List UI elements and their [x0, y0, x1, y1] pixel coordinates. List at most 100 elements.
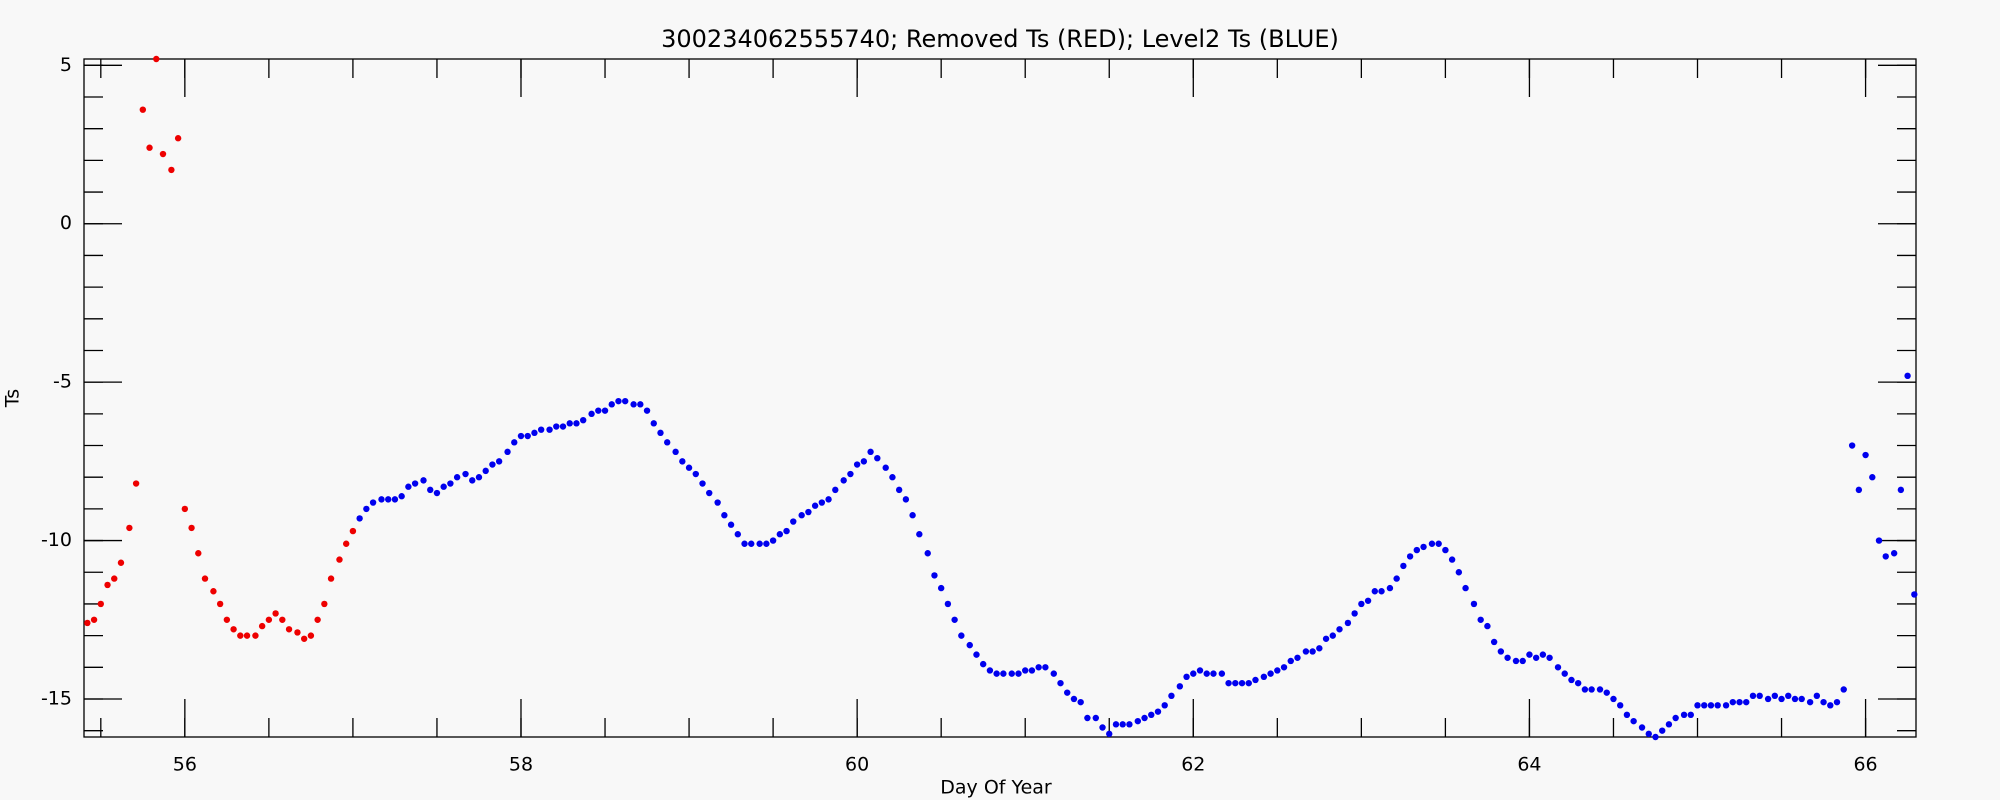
point — [1623, 711, 1631, 719]
point — [1050, 670, 1057, 677]
point — [285, 626, 293, 633]
point — [495, 458, 503, 465]
point — [756, 540, 763, 547]
point — [411, 480, 419, 487]
point — [181, 505, 189, 513]
point — [243, 632, 251, 639]
point — [201, 575, 209, 582]
point — [748, 540, 755, 547]
point — [1134, 717, 1142, 725]
point — [195, 550, 202, 557]
point — [1161, 702, 1168, 709]
point — [223, 616, 231, 623]
point — [601, 407, 609, 414]
point — [1764, 695, 1772, 703]
point — [1435, 540, 1442, 547]
point — [1183, 673, 1190, 681]
point — [1126, 721, 1133, 728]
point — [321, 600, 328, 608]
point — [1400, 562, 1407, 570]
point — [252, 632, 259, 639]
point — [1532, 654, 1540, 661]
point — [469, 477, 476, 484]
point — [1813, 692, 1821, 700]
x-tick-label: 62 — [1181, 754, 1205, 776]
point — [405, 483, 412, 490]
point — [811, 502, 819, 509]
point — [1238, 679, 1246, 687]
point — [1512, 657, 1520, 665]
point — [398, 493, 405, 500]
point — [1470, 600, 1478, 608]
point — [1225, 679, 1232, 687]
point — [1855, 486, 1863, 494]
y-tick-label: 5 — [60, 54, 72, 76]
plot-frame — [83, 58, 1917, 738]
point — [237, 632, 244, 639]
point — [524, 432, 531, 440]
point — [621, 397, 629, 405]
point — [595, 407, 602, 414]
point — [672, 448, 679, 456]
x-tick-label: 56 — [173, 754, 197, 776]
point — [973, 651, 980, 658]
point — [462, 470, 469, 478]
point — [363, 505, 370, 513]
point — [1260, 673, 1268, 681]
y-axis-label: Ts — [2, 389, 24, 408]
y-tick-label: -15 — [41, 687, 72, 709]
point — [1722, 702, 1730, 709]
point — [1035, 664, 1042, 671]
point — [307, 632, 315, 639]
point — [258, 622, 266, 630]
x-tick-label: 64 — [1517, 754, 1541, 776]
point — [1280, 664, 1288, 671]
point — [1316, 645, 1323, 652]
point — [769, 537, 777, 544]
point — [924, 550, 931, 557]
point — [1413, 546, 1421, 554]
point — [1477, 616, 1484, 623]
point — [174, 135, 182, 142]
point — [1455, 569, 1463, 576]
point — [874, 454, 881, 462]
point — [168, 166, 175, 174]
point — [993, 670, 1000, 677]
point — [1393, 575, 1400, 582]
point — [188, 524, 195, 532]
point — [1707, 702, 1715, 709]
point — [1119, 721, 1126, 728]
point — [475, 474, 483, 481]
point — [1302, 648, 1310, 655]
point — [1638, 724, 1646, 731]
point — [230, 626, 237, 633]
point — [420, 477, 427, 484]
point — [369, 499, 377, 506]
x-axis-label: Day Of Year — [940, 777, 1052, 799]
point — [433, 489, 441, 497]
point — [1778, 695, 1785, 703]
point — [1210, 670, 1217, 677]
point — [1084, 714, 1091, 722]
point — [944, 600, 952, 608]
point — [489, 461, 496, 468]
point — [727, 521, 735, 528]
point — [1218, 670, 1226, 677]
point — [805, 508, 812, 516]
x-tick-label: 66 — [1853, 754, 1877, 776]
point — [1756, 692, 1763, 700]
point — [1148, 711, 1155, 719]
point — [741, 540, 748, 547]
point — [1791, 695, 1799, 703]
point — [336, 556, 343, 563]
point — [798, 512, 805, 519]
point — [1833, 698, 1841, 706]
point — [1448, 556, 1456, 563]
point — [440, 483, 447, 490]
point — [1869, 474, 1876, 481]
point — [979, 660, 987, 668]
point — [902, 496, 910, 503]
point — [126, 524, 133, 532]
point — [714, 499, 721, 506]
point — [279, 616, 286, 623]
